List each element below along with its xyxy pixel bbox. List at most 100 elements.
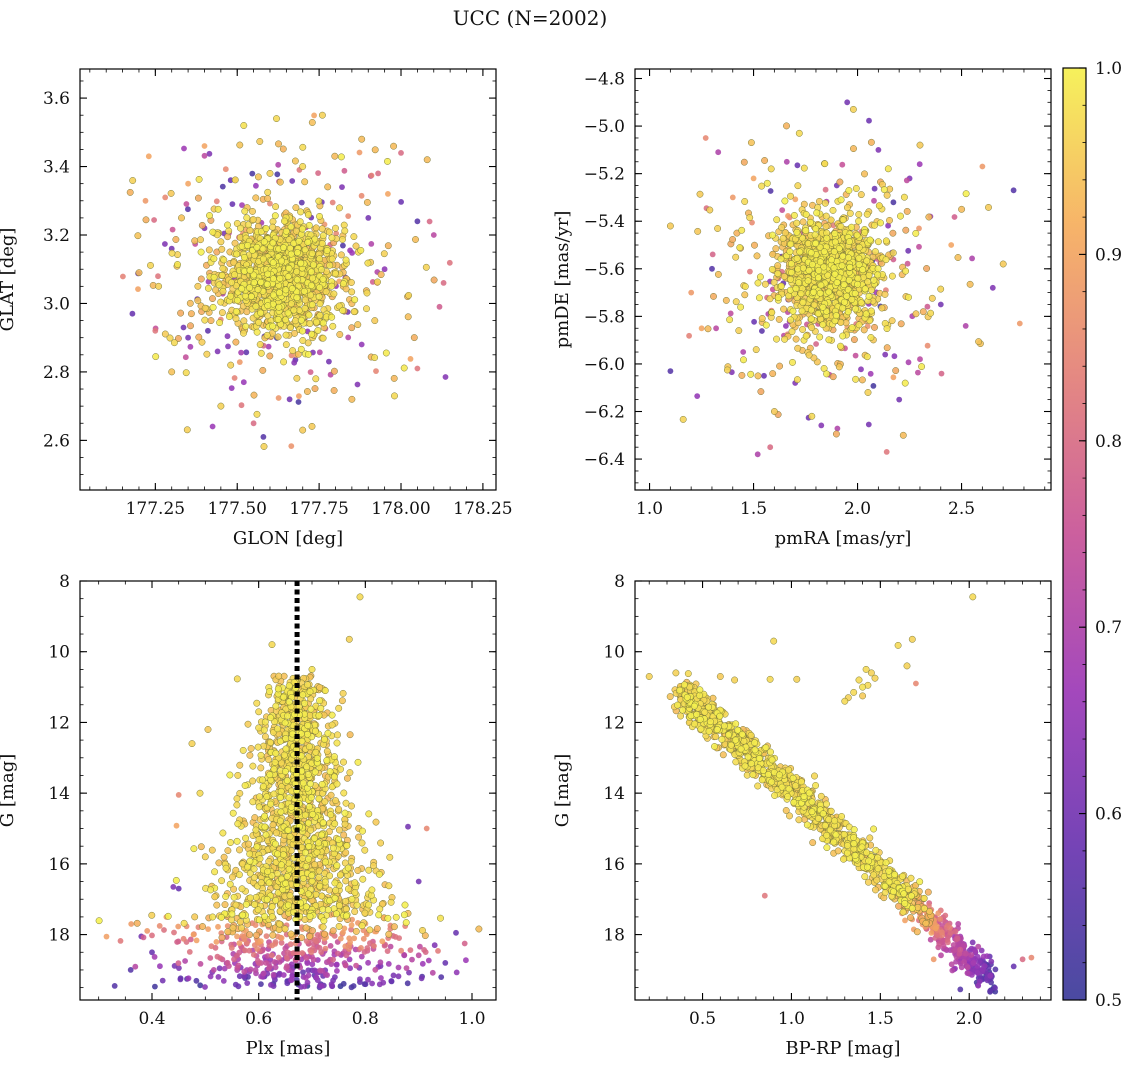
point <box>453 969 460 976</box>
point <box>761 280 769 288</box>
point <box>214 205 222 213</box>
point <box>351 908 359 916</box>
point <box>749 219 755 226</box>
point <box>268 982 274 988</box>
point <box>414 365 421 372</box>
point <box>767 188 774 194</box>
point <box>374 278 381 286</box>
point <box>260 238 268 246</box>
point <box>358 135 366 143</box>
point <box>768 309 776 316</box>
point <box>888 317 896 325</box>
point <box>351 889 359 896</box>
point <box>157 963 163 970</box>
point <box>142 216 150 224</box>
point <box>279 145 287 153</box>
point <box>789 358 796 366</box>
point <box>316 284 324 291</box>
point <box>151 217 158 223</box>
point <box>282 286 290 294</box>
point <box>242 834 250 842</box>
point <box>821 199 829 207</box>
point <box>902 226 910 234</box>
point <box>345 635 353 643</box>
point <box>426 218 433 225</box>
point <box>924 303 931 310</box>
point <box>889 249 897 257</box>
point <box>318 111 326 119</box>
point <box>829 373 837 381</box>
point <box>461 940 468 947</box>
point <box>769 231 776 239</box>
point <box>373 368 379 374</box>
point <box>740 356 747 364</box>
point <box>229 873 236 881</box>
point <box>318 266 325 274</box>
point <box>304 960 311 966</box>
point <box>385 191 391 197</box>
point <box>299 163 307 170</box>
point <box>372 966 379 973</box>
point <box>371 317 379 325</box>
point <box>202 984 208 990</box>
x-tick-label: 177.50 <box>207 499 266 519</box>
point <box>308 949 315 956</box>
point <box>161 330 169 338</box>
point <box>376 981 383 988</box>
point <box>737 303 745 311</box>
figure-title: UCC (N=2002) <box>452 6 608 30</box>
point <box>335 805 343 813</box>
point <box>882 351 889 358</box>
point <box>368 172 375 179</box>
point <box>767 444 774 451</box>
point <box>804 277 812 285</box>
point <box>342 849 350 857</box>
point <box>861 229 869 236</box>
point <box>386 853 394 861</box>
point <box>252 967 259 973</box>
point <box>813 341 819 347</box>
point <box>315 170 321 177</box>
point <box>341 925 348 932</box>
point <box>275 289 283 297</box>
point <box>768 265 776 273</box>
point <box>770 278 778 286</box>
point <box>815 266 823 274</box>
point <box>837 318 845 326</box>
point <box>284 273 292 281</box>
point <box>232 981 239 988</box>
point <box>264 302 272 310</box>
point <box>235 871 243 879</box>
x-tick-label: 178.25 <box>453 499 512 519</box>
point <box>213 198 220 205</box>
point <box>236 359 243 365</box>
point <box>746 214 754 222</box>
point <box>269 259 277 267</box>
point <box>263 331 271 339</box>
point <box>774 262 782 270</box>
point <box>238 402 245 409</box>
point <box>271 959 278 965</box>
point <box>194 297 202 304</box>
point <box>308 301 316 309</box>
point <box>266 739 274 746</box>
point <box>694 227 702 235</box>
point <box>159 977 166 984</box>
point <box>350 233 358 241</box>
point <box>162 241 168 247</box>
point <box>201 152 208 159</box>
point <box>256 138 264 145</box>
point <box>256 960 262 966</box>
point <box>793 376 801 384</box>
point <box>776 362 784 370</box>
point <box>780 273 788 280</box>
point <box>736 244 744 252</box>
point <box>752 346 760 354</box>
point <box>800 164 808 172</box>
point <box>238 885 246 893</box>
point <box>882 256 890 264</box>
point <box>308 665 316 673</box>
point <box>844 308 852 316</box>
point <box>288 443 295 449</box>
point <box>181 145 187 152</box>
